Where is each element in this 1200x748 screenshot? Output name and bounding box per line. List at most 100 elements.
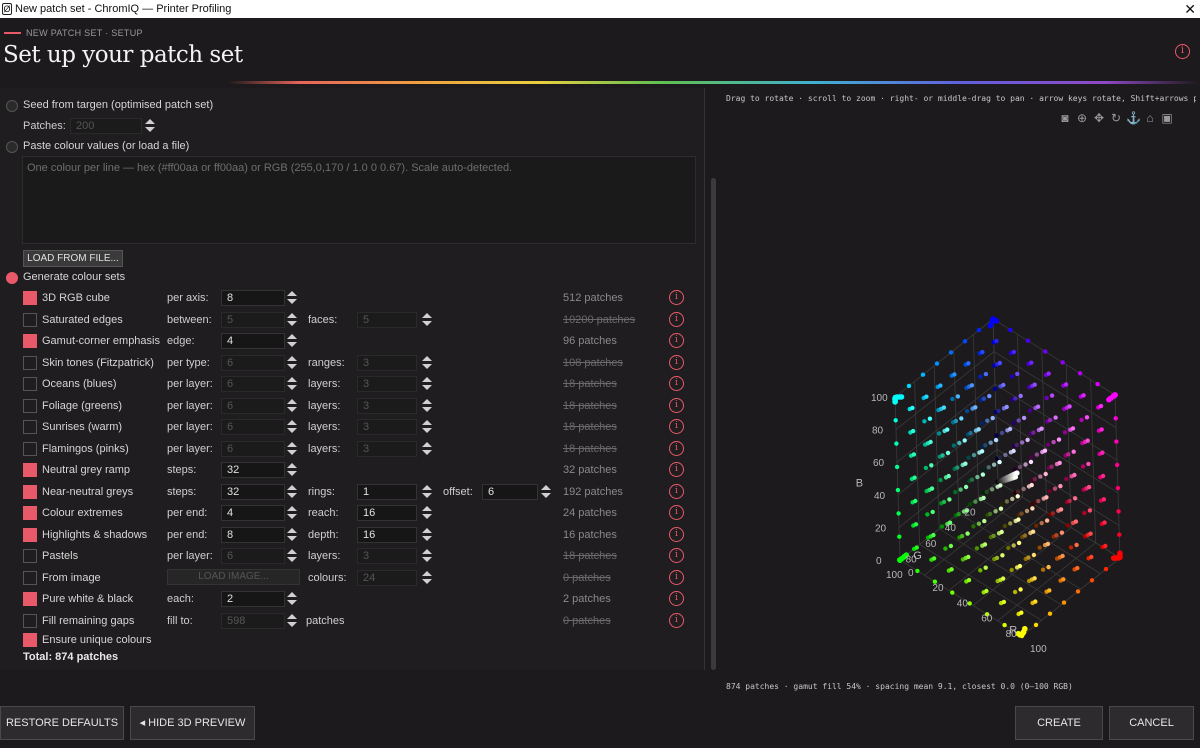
set-checkbox[interactable] [23, 291, 37, 305]
seed-patches-input[interactable]: 200 [70, 118, 142, 134]
set-param2-stepper[interactable] [420, 376, 434, 392]
set-param1-stepper[interactable] [285, 419, 299, 435]
set-param1-input[interactable]: 6 [221, 376, 285, 392]
set-info-icon[interactable]: i [669, 419, 684, 434]
set-param2-stepper[interactable] [420, 570, 434, 586]
set-param1-stepper[interactable] [285, 527, 299, 543]
set-param2-stepper[interactable] [420, 484, 434, 500]
ensure-unique-checkbox[interactable] [23, 633, 37, 647]
set-param1-input[interactable]: 6 [221, 548, 285, 564]
save-icon[interactable]: ▣ [1161, 111, 1173, 125]
set-param2-input[interactable]: 3 [357, 398, 417, 414]
set-checkbox[interactable] [23, 442, 37, 456]
set-param1-stepper[interactable] [285, 505, 299, 521]
set-param1-stepper[interactable] [285, 462, 299, 478]
set-param1-stepper[interactable] [285, 548, 299, 564]
set-info-icon[interactable]: i [669, 591, 684, 606]
set-info-icon[interactable]: i [669, 355, 684, 370]
set-info-icon[interactable]: i [669, 441, 684, 456]
load-from-file-button[interactable]: LOAD FROM FILE... [23, 250, 123, 267]
set-param1-stepper[interactable] [285, 290, 299, 306]
set-param1-input[interactable]: 5 [221, 312, 285, 328]
set-checkbox[interactable] [23, 313, 37, 327]
set-param2-input[interactable]: 3 [357, 355, 417, 371]
set-checkbox[interactable] [23, 506, 37, 520]
set-param2-input[interactable]: 3 [357, 419, 417, 435]
pan-icon[interactable]: ✥ [1093, 111, 1105, 125]
set-info-icon[interactable]: i [669, 290, 684, 305]
set-param2-input[interactable]: 3 [357, 548, 417, 564]
set-checkbox[interactable] [23, 377, 37, 391]
hide-3d-preview-button[interactable]: ◂ HIDE 3D PREVIEW [130, 706, 255, 740]
rotate-icon[interactable]: ↻ [1110, 111, 1122, 125]
set-param1-input[interactable]: 598 [221, 613, 285, 629]
set-param1-input[interactable]: 2 [221, 591, 285, 607]
set-param2-input[interactable]: 16 [357, 505, 417, 521]
set-checkbox[interactable] [23, 592, 37, 606]
set-info-icon[interactable]: i [669, 484, 684, 499]
set-param1-input[interactable]: 6 [221, 398, 285, 414]
set-info-icon[interactable]: i [669, 505, 684, 520]
paste-radio[interactable] [6, 141, 18, 153]
set-param2-stepper[interactable] [420, 419, 434, 435]
offset-stepper[interactable] [539, 484, 553, 500]
set-info-icon[interactable]: i [669, 312, 684, 327]
help-info-icon[interactable]: i [1175, 44, 1190, 59]
set-param1-stepper[interactable] [285, 312, 299, 328]
set-info-icon[interactable]: i [669, 548, 684, 563]
set-param2-stepper[interactable] [420, 398, 434, 414]
set-param2-input[interactable]: 24 [357, 570, 417, 586]
set-param1-input[interactable]: 4 [221, 505, 285, 521]
anchor-icon[interactable]: ⚓ [1126, 111, 1141, 125]
set-param2-stepper[interactable] [420, 548, 434, 564]
set-checkbox[interactable] [23, 334, 37, 348]
set-info-icon[interactable]: i [669, 333, 684, 348]
set-checkbox[interactable] [23, 399, 37, 413]
seed-patches-stepper[interactable] [143, 118, 157, 134]
set-info-icon[interactable]: i [669, 462, 684, 477]
set-param1-input[interactable]: 8 [221, 527, 285, 543]
set-checkbox[interactable] [23, 571, 37, 585]
create-button[interactable]: CREATE [1015, 706, 1103, 740]
set-info-icon[interactable]: i [669, 613, 684, 628]
set-param2-stepper[interactable] [420, 505, 434, 521]
restore-defaults-button[interactable]: RESTORE DEFAULTS [0, 706, 124, 740]
set-checkbox[interactable] [23, 463, 37, 477]
scrollbar[interactable] [711, 178, 716, 670]
set-param1-stepper[interactable] [285, 355, 299, 371]
set-param1-input[interactable]: 6 [221, 419, 285, 435]
set-checkbox[interactable] [23, 614, 37, 628]
set-checkbox[interactable] [23, 528, 37, 542]
set-info-icon[interactable]: i [669, 376, 684, 391]
offset-input[interactable]: 6 [482, 484, 538, 500]
set-param1-input[interactable]: 4 [221, 333, 285, 349]
set-param2-input[interactable]: 3 [357, 441, 417, 457]
set-param2-input[interactable]: 3 [357, 376, 417, 392]
set-info-icon[interactable]: i [669, 398, 684, 413]
set-param1-stepper[interactable] [285, 441, 299, 457]
load-image-button[interactable]: LOAD IMAGE... [167, 569, 300, 585]
set-checkbox[interactable] [23, 420, 37, 434]
set-param2-stepper[interactable] [420, 312, 434, 328]
seed-radio[interactable] [6, 100, 18, 112]
set-param1-input[interactable]: 6 [221, 441, 285, 457]
set-param1-stepper[interactable] [285, 333, 299, 349]
set-info-icon[interactable]: i [669, 527, 684, 542]
cancel-button[interactable]: CANCEL [1109, 706, 1194, 740]
set-param1-stepper[interactable] [285, 398, 299, 414]
zoom-icon[interactable]: ⊕ [1076, 111, 1088, 125]
set-param2-input[interactable]: 16 [357, 527, 417, 543]
set-param2-input[interactable]: 1 [357, 484, 417, 500]
set-param2-stepper[interactable] [420, 441, 434, 457]
set-param2-input[interactable]: 5 [357, 312, 417, 328]
generate-radio[interactable] [6, 272, 18, 284]
set-param2-stepper[interactable] [420, 527, 434, 543]
set-param1-stepper[interactable] [285, 376, 299, 392]
colour-values-textarea[interactable]: One colour per line — hex (#ff00aa or ff… [22, 156, 696, 244]
set-checkbox[interactable] [23, 549, 37, 563]
set-param1-input[interactable]: 8 [221, 290, 285, 306]
set-info-icon[interactable]: i [669, 570, 684, 585]
set-param1-stepper[interactable] [285, 484, 299, 500]
set-param2-stepper[interactable] [420, 355, 434, 371]
